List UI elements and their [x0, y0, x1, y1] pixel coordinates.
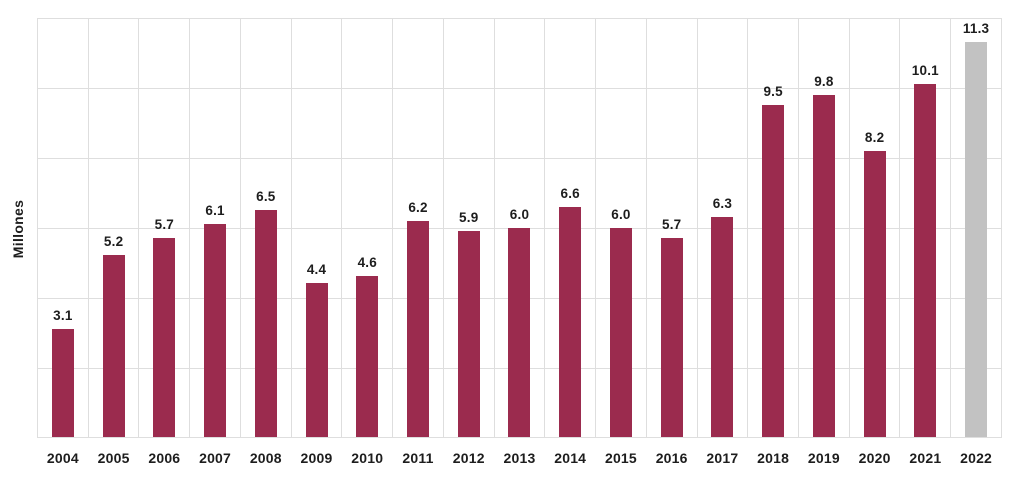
bar-2005	[102, 255, 125, 437]
x-axis-tick-label: 2015	[604, 450, 637, 466]
x-axis-tick-label: 2012	[452, 450, 485, 466]
x-axis-tick-label: 2018	[757, 450, 790, 466]
chart-column-2011: 6.2 2011	[392, 18, 443, 466]
bar-2022	[965, 42, 988, 437]
chart-column-2007: 6.1 2007	[189, 18, 240, 466]
bar-2013	[508, 227, 531, 437]
x-axis-tick-label: 2016	[655, 450, 688, 466]
bar-value-label: 4.4	[306, 262, 327, 278]
chart-column-2008: 6.5 2008	[239, 18, 291, 466]
chart-column-2004: 3.1 2004	[37, 18, 88, 466]
bar-value-label: 8.2	[864, 129, 885, 145]
bar-value-label: 6.3	[712, 196, 733, 212]
bar-value-label: 5.7	[661, 216, 682, 232]
bar-2014	[559, 206, 582, 437]
bar-2018	[762, 105, 785, 437]
chart-column-2020: 8.2 2020	[848, 18, 900, 466]
bar-value-label: 5.7	[154, 216, 175, 232]
x-axis-tick-label: 2007	[199, 450, 232, 466]
bar-value-label: 11.3	[962, 21, 990, 37]
bar-2008	[254, 210, 277, 437]
chart-column-2010: 4.6 2010	[341, 18, 392, 466]
x-axis-tick-label: 2017	[706, 450, 739, 466]
x-axis-tick-label: 2009	[300, 450, 333, 466]
bar-value-label: 3.1	[53, 307, 73, 323]
bar-2007	[204, 224, 227, 437]
x-axis-tick-label: 2004	[46, 450, 79, 466]
chart-column-2013: 6.0 2013	[493, 18, 545, 466]
bar-2006	[153, 237, 176, 437]
chart-column-2021: 10.1 2021	[899, 18, 950, 466]
x-axis-tick-label: 2019	[807, 450, 840, 466]
bar-value-label: 5.9	[459, 210, 479, 225]
chart-column-2018: 9.5 2018	[747, 18, 798, 466]
x-axis-tick-label: 2005	[97, 450, 130, 466]
bar-value-label: 6.6	[560, 185, 580, 201]
y-axis-label: Millones	[10, 199, 26, 259]
x-axis-tick-label: 2022	[960, 450, 993, 466]
bar-2011	[407, 220, 429, 437]
x-axis-tick-label: 2008	[249, 450, 282, 466]
x-axis-tick-label: 2021	[909, 450, 942, 466]
bar-2009	[305, 283, 328, 437]
chart-column-2014: 6.6 2014	[544, 18, 595, 466]
x-axis-tick-label: 2011	[402, 450, 434, 466]
bar-value-label: 6.0	[509, 206, 530, 222]
bar-2015	[609, 227, 632, 437]
plot-area: 3.1 2004 5.2 2005 5.7 2006 6.1 2007 6.5 2008 4.4 20…	[37, 18, 1002, 466]
chart-column-2019: 9.8 2019	[798, 18, 849, 466]
chart-column-2009: 4.4 2009	[290, 18, 342, 466]
bar-value-label: 6.1	[205, 203, 225, 219]
bar-value-label: 6.0	[611, 206, 631, 222]
chart-column-2017: 6.3 2017	[696, 18, 748, 466]
chart-column-2012: 5.9 2012	[442, 18, 494, 466]
bar-2017	[711, 217, 734, 437]
chart-column-2005: 5.2 2005	[87, 18, 139, 466]
x-axis-tick-label: 2020	[858, 450, 891, 466]
x-axis-tick-label: 2006	[148, 450, 181, 466]
bar-value-label: 10.1	[911, 63, 939, 79]
bar-2019	[812, 94, 835, 437]
bar-value-label: 4.6	[357, 255, 377, 271]
chart-column-2006: 5.7 2006	[138, 18, 189, 466]
bar-2010	[356, 276, 379, 437]
bar-2016	[660, 237, 683, 437]
bar-2004	[51, 328, 74, 437]
bar-value-label: 5.2	[103, 234, 124, 250]
bar-value-label: 9.5	[763, 84, 783, 100]
bar-value-label: 6.2	[408, 199, 428, 215]
chart-column-2022: 11.3 2022	[950, 18, 1001, 466]
chart-column-2016: 5.7 2016	[645, 18, 697, 466]
x-axis-tick-label: 2013	[503, 450, 536, 466]
x-axis-tick-label: 2014	[554, 450, 587, 466]
bar-2012	[457, 231, 480, 437]
bar-value-label: 6.5	[256, 189, 276, 205]
bar-2021	[914, 84, 937, 437]
bar-value-label: 9.8	[814, 73, 834, 89]
x-axis-tick-label: 2010	[351, 450, 384, 466]
bar-2020	[863, 150, 886, 437]
chart-column-2015: 6.0 2015	[595, 18, 646, 466]
